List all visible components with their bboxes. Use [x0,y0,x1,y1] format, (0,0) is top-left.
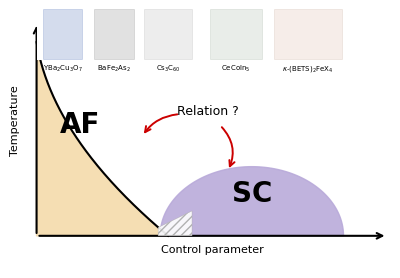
Text: Temperature: Temperature [10,86,20,157]
Bar [94,9,134,59]
Text: BaFe$_2$As$_2$: BaFe$_2$As$_2$ [97,64,131,74]
Bar [274,9,342,59]
Polygon shape [160,167,344,236]
Text: CeCoIn$_5$: CeCoIn$_5$ [221,64,251,74]
Text: SC: SC [232,180,272,208]
Bar [36,8,360,60]
Text: YBa$_2$Cu$_3$O$_7$: YBa$_2$Cu$_3$O$_7$ [43,64,82,74]
Text: AF: AF [60,111,101,139]
Text: Relation ?: Relation ? [177,105,239,118]
Text: Cs$_3$C$_{60}$: Cs$_3$C$_{60}$ [156,64,180,74]
Text: Control parameter: Control parameter [160,245,263,255]
Bar [42,9,82,59]
Bar [144,9,192,59]
Polygon shape [36,42,168,236]
Polygon shape [158,211,192,236]
Text: $\kappa$-(BETS)$_2$FeX$_4$: $\kappa$-(BETS)$_2$FeX$_4$ [282,64,333,74]
Bar [210,9,262,59]
